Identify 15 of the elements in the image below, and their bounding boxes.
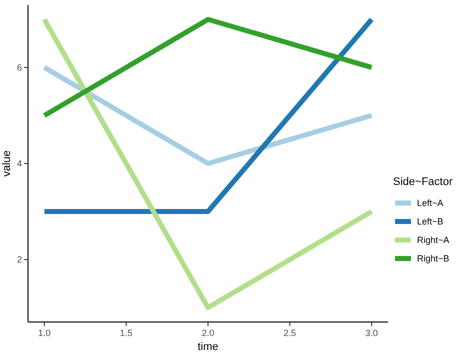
legend-label: Right~A — [417, 235, 450, 245]
x-tick-label: 1.5 — [120, 328, 132, 338]
x-axis-title: time — [198, 341, 218, 353]
x-tick-label: 3.0 — [365, 328, 378, 338]
legend-label: Right~B — [417, 254, 450, 264]
x-tick-label: 2.5 — [284, 328, 296, 338]
x-tick-label: 1.0 — [38, 328, 51, 338]
legend-title: Side~Factor — [393, 176, 453, 188]
x-tick-label: 2.0 — [202, 328, 214, 338]
legend-label: Left~A — [417, 198, 444, 208]
legend-label: Left~B — [417, 216, 444, 226]
y-tick-label: 2 — [16, 254, 22, 265]
y-tick-label: 4 — [16, 158, 22, 168]
y-tick-label: 6 — [16, 62, 22, 72]
y-axis-title: value — [1, 150, 13, 177]
